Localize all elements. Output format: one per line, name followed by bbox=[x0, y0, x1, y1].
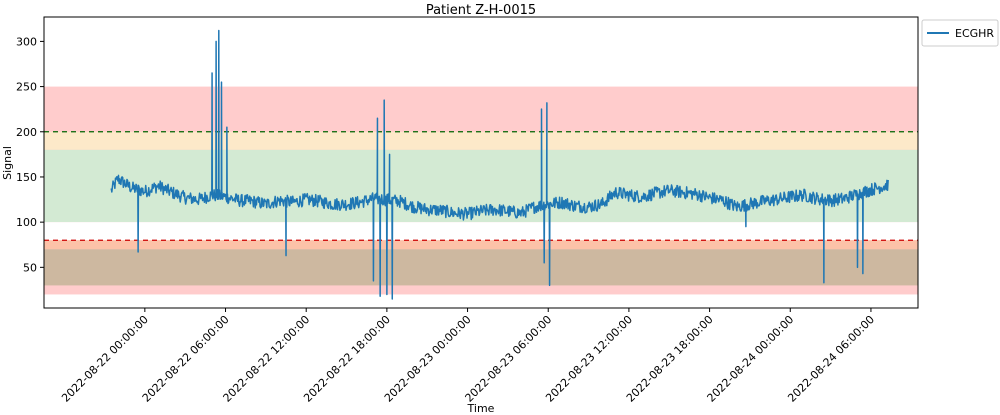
threshold-band-1 bbox=[44, 131, 918, 150]
threshold-band-2 bbox=[44, 149, 918, 223]
threshold-bands bbox=[44, 86, 918, 295]
x-tick-label: 2022-08-23 06:00:00 bbox=[463, 313, 555, 405]
chart-title: Patient Z-H-0015 bbox=[426, 3, 536, 18]
plot-frame bbox=[43, 16, 919, 309]
x-tick-label: 2022-08-24 06:00:00 bbox=[785, 313, 877, 405]
x-axis-title: Time bbox=[467, 402, 495, 415]
x-tick-label: 2022-08-22 06:00:00 bbox=[140, 313, 232, 405]
y-tick-label: 250 bbox=[16, 81, 37, 94]
x-tick-label: 2022-08-23 18:00:00 bbox=[624, 313, 716, 405]
threshold-band-3 bbox=[44, 222, 918, 241]
x-tick-label: 2022-08-23 00:00:00 bbox=[382, 313, 474, 405]
y-tick-label: 200 bbox=[16, 126, 37, 139]
x-tick-label: 2022-08-22 00:00:00 bbox=[59, 313, 151, 405]
legend: ECGHR bbox=[921, 19, 999, 47]
y-axis-title: Signal bbox=[1, 146, 14, 180]
series-line-ecghr bbox=[110, 29, 889, 300]
x-tick-label: 2022-08-22 12:00:00 bbox=[221, 313, 313, 405]
x-tick-label: 2022-08-23 12:00:00 bbox=[543, 313, 635, 405]
legend-box bbox=[921, 19, 999, 47]
y-axis: 50 100 150 200 250 300 bbox=[16, 35, 44, 274]
y-tick-label: 300 bbox=[16, 35, 37, 48]
legend-label-ecghr: ECGHR bbox=[955, 27, 994, 40]
threshold-band-4 bbox=[44, 240, 918, 250]
threshold-lines bbox=[44, 131, 918, 241]
x-tick-label: 2022-08-24 00:00:00 bbox=[705, 313, 797, 405]
series-layer bbox=[110, 29, 889, 300]
y-tick-label: 100 bbox=[16, 216, 37, 229]
threshold-band-5 bbox=[44, 249, 918, 286]
y-tick-label: 50 bbox=[23, 261, 37, 274]
y-tick-label: 150 bbox=[16, 171, 37, 184]
x-tick-label: 2022-08-22 18:00:00 bbox=[301, 313, 393, 405]
